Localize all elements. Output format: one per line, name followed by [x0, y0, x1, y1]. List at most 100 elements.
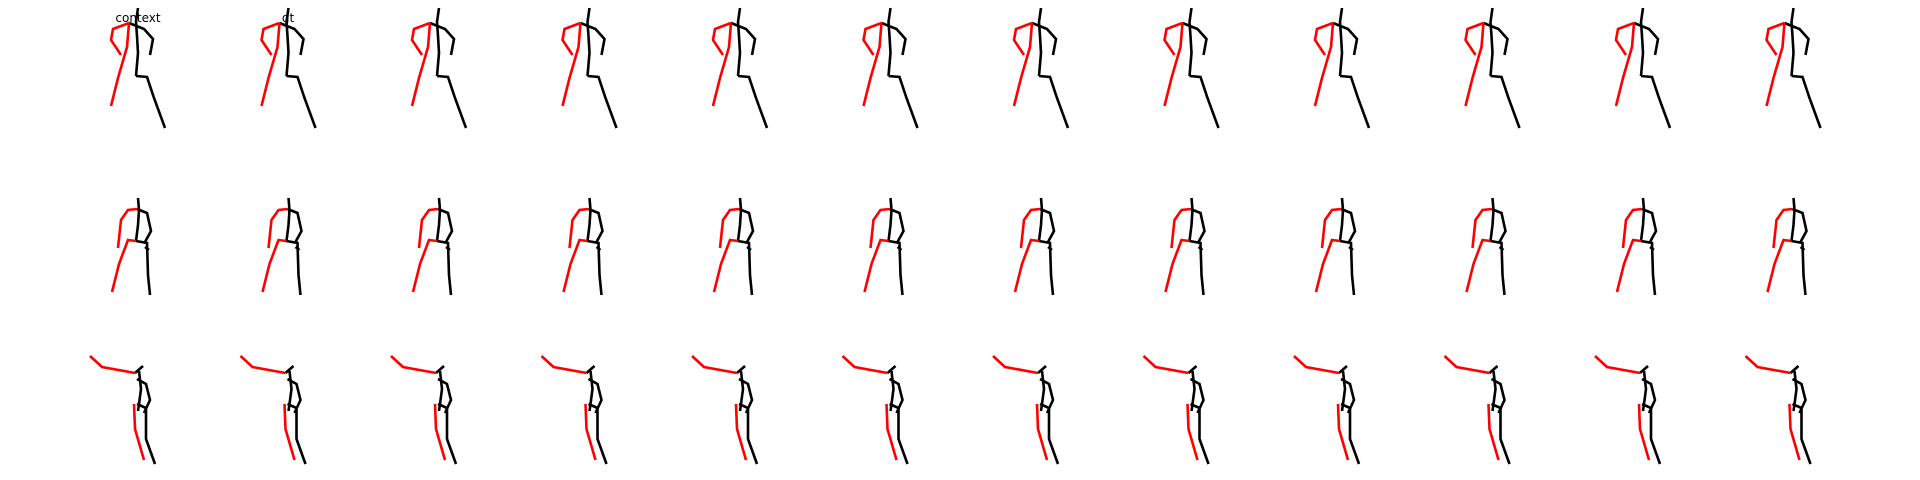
right-limb-4	[1047, 245, 1053, 252]
left-limb-2	[433, 403, 447, 461]
right-limb-1	[1489, 197, 1495, 242]
skeleton-r2-c6	[863, 197, 905, 296]
left-limb-1	[109, 21, 130, 56]
right-limb-1	[736, 365, 746, 374]
skeleton-r2-c3	[411, 197, 454, 296]
left-limb-2	[711, 22, 733, 107]
skeleton-r3-c2	[239, 355, 307, 465]
right-limb-1	[1639, 197, 1646, 242]
right-limb-3	[1490, 239, 1506, 296]
left-limb-1	[260, 21, 280, 56]
column-title-context: context	[115, 11, 161, 25]
right-limb-4	[888, 402, 909, 465]
skeleton-r1-c6	[862, 7, 919, 129]
right-limb-4	[1799, 245, 1806, 252]
left-limb-1	[1170, 207, 1191, 249]
right-limb-3	[587, 377, 603, 414]
left-limb-1	[116, 207, 138, 249]
left-limb-1	[1621, 207, 1643, 249]
left-limb-1	[841, 355, 888, 375]
right-limb-3	[1791, 239, 1807, 296]
left-limb-1	[1772, 207, 1793, 249]
skeleton-r2-c12	[1766, 197, 1808, 296]
right-limb-1	[1789, 365, 1800, 374]
right-limb-3	[1038, 239, 1055, 296]
right-limb-1	[1338, 7, 1344, 77]
skeleton-r3-c4	[540, 355, 608, 465]
right-limb-1	[1790, 7, 1795, 77]
right-limb-1	[886, 365, 897, 374]
skeleton-r2-c2	[261, 197, 303, 296]
left-limb-1	[540, 355, 587, 375]
skeleton-r2-c4	[562, 197, 604, 296]
left-limb-2	[260, 22, 281, 107]
pose-grid	[89, 7, 1822, 465]
right-limb-2	[1182, 21, 1208, 56]
right-limb-4	[746, 245, 752, 252]
left-limb-1	[1019, 207, 1041, 249]
left-limb-2	[885, 403, 898, 461]
left-limb-1	[561, 21, 581, 56]
left-limb-2	[110, 238, 137, 293]
skeleton-r1-c8	[1163, 7, 1220, 129]
skeleton-r1-c2	[260, 7, 317, 129]
right-limb-1	[1338, 197, 1345, 242]
right-limb-1	[887, 7, 892, 77]
right-limb-1	[1338, 365, 1348, 374]
left-limb-2	[132, 403, 146, 461]
right-limb-1	[134, 365, 144, 374]
right-limb-1	[134, 197, 141, 242]
right-limb-2	[287, 207, 303, 243]
left-limb-1	[862, 21, 882, 56]
right-limb-1	[1188, 197, 1194, 242]
right-limb-4	[1641, 402, 1662, 465]
left-limb-1	[1012, 21, 1033, 56]
right-limb-4	[144, 245, 150, 252]
right-limb-3	[436, 239, 453, 296]
left-limb-2	[562, 238, 588, 293]
right-limb-3	[286, 74, 317, 129]
skeleton-r2-c9	[1314, 197, 1357, 296]
right-limb-2	[1340, 207, 1357, 243]
right-limb-4	[437, 402, 458, 465]
left-limb-2	[863, 238, 889, 293]
left-limb-2	[1012, 22, 1034, 107]
right-limb-3	[1039, 377, 1055, 414]
left-limb-1	[239, 355, 286, 375]
skeleton-r2-c7	[1013, 197, 1056, 296]
left-limb-2	[734, 403, 748, 461]
right-limb-1	[1187, 365, 1198, 374]
left-limb-1	[1471, 207, 1492, 249]
skeleton-r3-c11	[1594, 355, 1662, 465]
right-limb-1	[285, 197, 291, 242]
left-limb-2	[1766, 238, 1792, 293]
left-limb-1	[89, 355, 136, 375]
left-limb-1	[267, 207, 288, 249]
right-limb-4	[587, 402, 608, 465]
right-limb-1	[586, 197, 592, 242]
right-limb-3	[1189, 74, 1220, 129]
left-limb-2	[561, 22, 582, 107]
right-limb-2	[136, 207, 153, 243]
left-limb-1	[1464, 21, 1484, 56]
right-limb-3	[1791, 74, 1822, 129]
right-limb-2	[580, 21, 606, 56]
right-limb-4	[1348, 245, 1354, 252]
skeleton-r2-c5	[712, 197, 755, 296]
left-limb-1	[1293, 355, 1340, 375]
left-limb-1	[410, 21, 431, 56]
right-limb-3	[1189, 377, 1205, 414]
skeleton-r1-c11	[1614, 7, 1672, 129]
right-limb-1	[1188, 7, 1193, 77]
right-limb-1	[1037, 365, 1047, 374]
left-limb-2	[261, 238, 287, 293]
right-limb-3	[436, 74, 468, 129]
left-limb-2	[1186, 403, 1199, 461]
right-limb-4	[1498, 245, 1505, 252]
skeleton-r3-c3	[390, 355, 458, 465]
left-limb-1	[718, 207, 740, 249]
right-limb-3	[1641, 377, 1657, 414]
right-limb-3	[135, 239, 152, 296]
left-limb-2	[1788, 403, 1801, 461]
right-limb-1	[435, 365, 445, 374]
